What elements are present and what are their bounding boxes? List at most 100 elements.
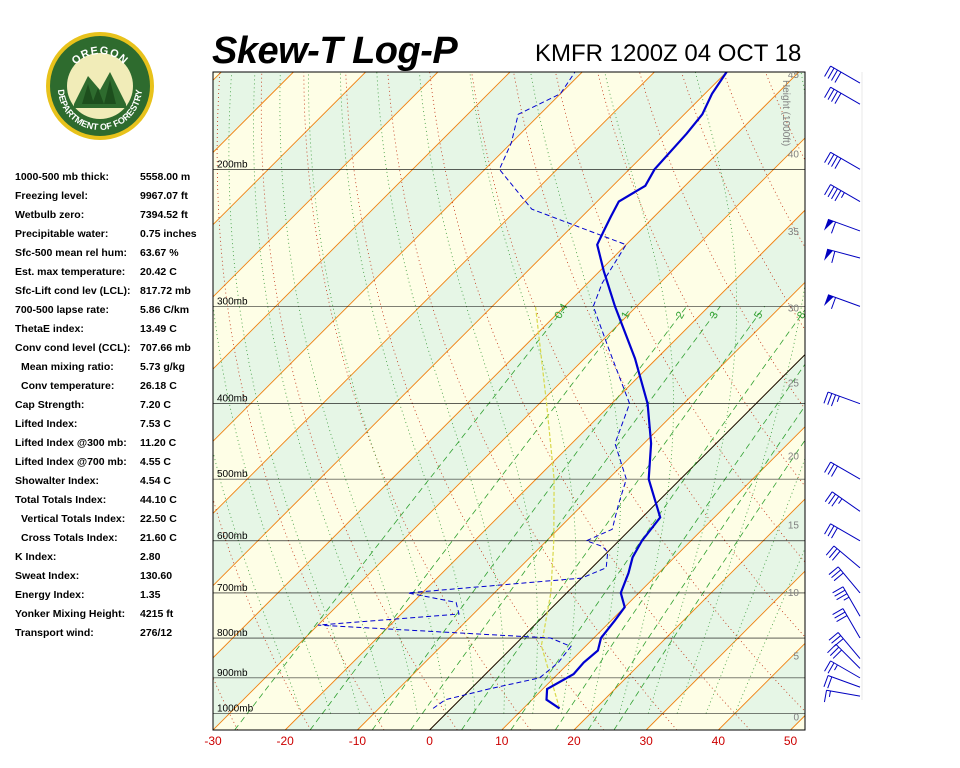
mixing-ratio-line xyxy=(461,306,765,730)
temperature-tick-label: 0 xyxy=(426,734,433,748)
height-tick-label: 40 xyxy=(788,150,800,161)
isotherm xyxy=(213,72,439,298)
index-value: 7.20 C xyxy=(140,399,171,411)
pressure-label: 200mb xyxy=(217,159,248,170)
temperature-trace xyxy=(545,72,728,710)
wind-barb xyxy=(824,491,861,512)
oregon-dept-forestry-logo: OREGON DEPARTMENT OF FORESTRY xyxy=(46,32,154,140)
wind-barb xyxy=(824,660,861,679)
index-value: 0.75 inches xyxy=(140,228,197,240)
isotherm xyxy=(0,72,77,730)
pressure-label: 500mb xyxy=(217,469,248,480)
index-value: 4215 ft xyxy=(140,608,174,620)
height-tick-label: 30 xyxy=(788,304,800,315)
index-label: Lifted Index @300 mb: xyxy=(15,437,127,449)
wind-barb xyxy=(824,151,861,170)
index-label: Conv temperature: xyxy=(21,380,115,392)
isotherm xyxy=(213,72,655,515)
pressure-label: 300mb xyxy=(217,296,248,307)
index-label: Lifted Index @700 mb: xyxy=(15,456,127,468)
isotherm xyxy=(213,72,583,442)
index-row: 700-500 lapse rate: 5.86 C/km xyxy=(15,301,220,320)
index-label: Freezing level: xyxy=(15,190,88,202)
temperature-tick-label: -20 xyxy=(277,734,295,748)
index-value: 4.54 C xyxy=(140,475,171,487)
index-row: Yonker Mixing Height: 4215 ft xyxy=(15,605,220,624)
index-row: Total Totals Index: 44.10 C xyxy=(15,491,220,510)
wind-barb xyxy=(824,523,861,542)
index-value: 2.80 xyxy=(140,551,161,563)
index-label: Transport wind: xyxy=(15,627,94,639)
plot-frame xyxy=(212,71,806,731)
wind-barb xyxy=(825,545,861,569)
index-value: 4.55 C xyxy=(140,456,171,468)
index-label: Energy Index: xyxy=(15,589,85,601)
height-tick-label: 0 xyxy=(793,713,799,724)
mixing-ratio-line xyxy=(309,306,633,730)
index-value: 44.10 C xyxy=(140,494,177,506)
index-label: Vertical Totals Index: xyxy=(21,513,126,525)
index-row: Cross Totals Index: 21.60 C xyxy=(15,529,220,548)
index-row: Sfc-500 mean rel hum: 63.67 % xyxy=(15,244,220,263)
moist-adiabat xyxy=(308,72,447,714)
wind-barb xyxy=(828,566,861,594)
temperature-tick-label: 20 xyxy=(567,734,581,748)
index-value: 1.35 xyxy=(140,589,161,601)
temperature-band xyxy=(0,72,5,730)
index-row: Conv cond level (CCL): 707.66 mb xyxy=(15,339,220,358)
index-row: Lifted Index @300 mb: 11.20 C xyxy=(15,434,220,453)
isotherm xyxy=(0,72,5,730)
index-row: Sfc-Lift cond lev (LCL): 817.72 mb xyxy=(15,282,220,301)
index-label: Mean mixing ratio: xyxy=(21,361,114,373)
index-value: 20.42 C xyxy=(140,266,177,278)
indices-panel: 1000-500 mb thick: 5558.00 m Freezing leve… xyxy=(15,168,220,643)
isotherm xyxy=(573,498,805,730)
index-row: Showalter Index: 4.54 C xyxy=(15,472,220,491)
index-value: 707.66 mb xyxy=(140,342,191,354)
height-tick-label: 10 xyxy=(788,588,800,599)
isotherm xyxy=(213,137,805,730)
isotherm xyxy=(645,570,805,730)
temperature-tick-label: 10 xyxy=(495,734,509,748)
isotherm xyxy=(213,72,511,370)
index-row: 1000-500 mb thick: 5558.00 m xyxy=(15,168,220,187)
height-axis-label: Height (1000ft) xyxy=(780,80,791,146)
height-tick-label: 5 xyxy=(793,651,799,662)
index-value: 26.18 C xyxy=(140,380,177,392)
index-label: Sfc-Lift cond lev (LCL): xyxy=(15,285,131,297)
index-label: Yonker Mixing Height: xyxy=(15,608,126,620)
index-value: 22.50 C xyxy=(140,513,177,525)
index-label: Wetbulb zero: xyxy=(15,209,85,221)
mixing-ratio-line xyxy=(613,439,805,730)
index-label: Lifted Index: xyxy=(15,418,78,430)
index-value: 817.72 mb xyxy=(140,285,191,297)
pressure-label: 400mb xyxy=(217,394,248,405)
index-label: Cross Totals Index: xyxy=(21,532,118,544)
pressure-label: 700mb xyxy=(217,583,248,594)
index-label: K Index: xyxy=(15,551,57,563)
isotherm xyxy=(213,72,366,226)
wind-barb xyxy=(828,632,861,659)
index-row: K Index: 2.80 xyxy=(15,548,220,567)
mixing-ratio-label: 3 xyxy=(708,310,721,321)
moist-adiabat xyxy=(279,72,418,714)
wind-barb xyxy=(832,586,861,617)
pressure-label: 900mb xyxy=(217,668,248,679)
height-tick-label: 35 xyxy=(788,227,800,238)
index-value: 130.60 xyxy=(140,570,173,582)
moist-adiabat xyxy=(604,72,674,714)
wind-barb xyxy=(824,248,861,263)
index-row: Vertical Totals Index: 22.50 C xyxy=(15,510,220,529)
isotherm xyxy=(790,714,805,730)
wind-barb xyxy=(824,65,861,84)
temperature-tick-label: 30 xyxy=(639,734,653,748)
index-value: 7394.52 ft xyxy=(140,209,188,221)
wind-barb xyxy=(823,675,861,689)
isotherm xyxy=(0,72,149,730)
moist-adiabat xyxy=(376,72,505,714)
index-label: Total Totals Index: xyxy=(15,494,107,506)
plot-area: 0.4 1 2 3 5 8 xyxy=(0,72,805,730)
chart-title: Skew-T Log-P xyxy=(212,30,458,72)
zero-isotherm xyxy=(429,353,805,730)
